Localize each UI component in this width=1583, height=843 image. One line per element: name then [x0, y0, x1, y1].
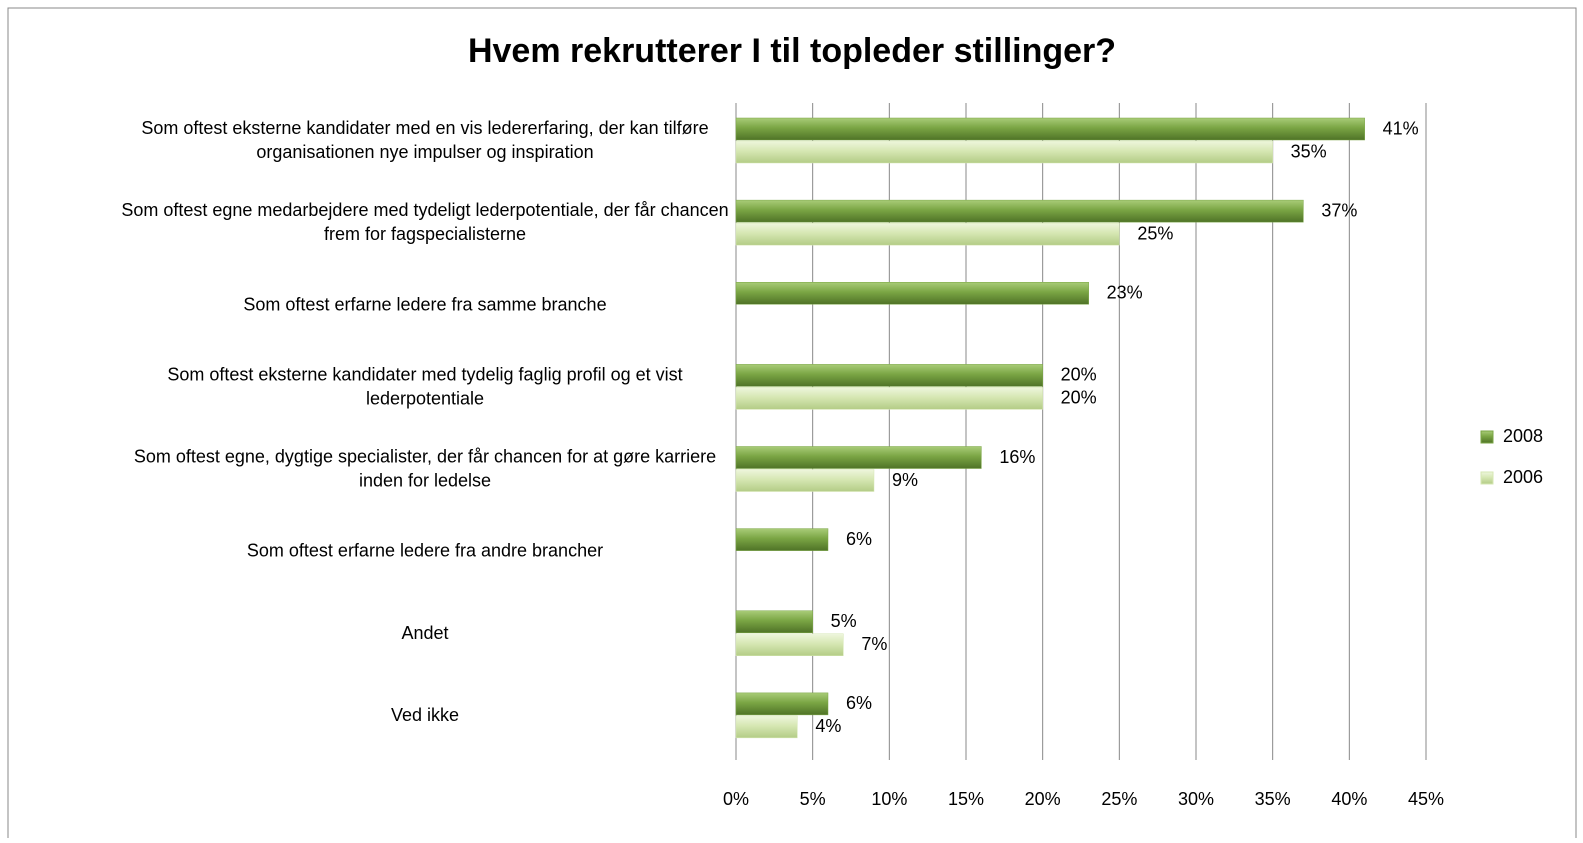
y-tick-label: Ved ikke	[391, 705, 459, 725]
data-label: 20%	[1061, 365, 1097, 385]
data-label: 23%	[1107, 283, 1143, 303]
bar	[735, 715, 798, 739]
bar	[735, 528, 829, 551]
bar	[735, 364, 1043, 387]
bar	[735, 282, 1089, 305]
bar	[735, 469, 875, 492]
x-tick-label: 20%	[1025, 789, 1061, 809]
data-label: 37%	[1321, 200, 1357, 220]
bar	[735, 610, 813, 633]
data-label: 25%	[1137, 223, 1173, 243]
y-tick-label: Som oftest egne, dygtige specialister, d…	[134, 446, 716, 490]
y-tick-label: Som oftest eksterne kandidater med tydel…	[167, 364, 682, 408]
legend-swatch	[1480, 430, 1494, 444]
data-label: 35%	[1291, 141, 1327, 161]
bar	[735, 387, 1043, 410]
x-tick-label: 0%	[723, 789, 749, 809]
y-tick-label: Som oftest erfarne ledere fra samme bran…	[243, 294, 606, 314]
y-tick-label: Andet	[401, 623, 448, 643]
bar	[735, 117, 1365, 141]
data-label: 5%	[831, 611, 857, 631]
y-tick-label: Som oftest egne medarbejdere med tydelig…	[121, 200, 728, 244]
x-tick-label: 35%	[1255, 789, 1291, 809]
bar	[735, 692, 829, 716]
data-label: 7%	[861, 634, 887, 654]
legend-swatch	[1480, 471, 1494, 485]
bar	[735, 199, 1304, 223]
x-tick-label: 30%	[1178, 789, 1214, 809]
bar	[735, 222, 1120, 246]
x-tick-label: 45%	[1408, 789, 1444, 809]
chart-title: Hvem rekrutterer I til topleder stilling…	[468, 32, 1116, 70]
data-label: 16%	[999, 447, 1035, 467]
legend-label: 2008	[1503, 426, 1543, 446]
data-label: 41%	[1383, 118, 1419, 138]
x-tick-label: 40%	[1331, 789, 1367, 809]
bar	[735, 446, 982, 469]
data-label: 9%	[892, 470, 918, 490]
data-label: 6%	[846, 693, 872, 713]
data-label: 20%	[1061, 388, 1097, 408]
bar	[735, 140, 1273, 164]
data-label: 6%	[846, 529, 872, 549]
data-label: 4%	[815, 716, 841, 736]
y-tick-label: Som oftest eksterne kandidater med en vi…	[141, 118, 708, 162]
y-tick-label: Som oftest erfarne ledere fra andre bran…	[247, 540, 603, 560]
x-tick-label: 25%	[1101, 789, 1137, 809]
x-tick-label: 5%	[800, 789, 826, 809]
legend-label: 2006	[1503, 467, 1543, 487]
x-tick-label: 15%	[948, 789, 984, 809]
bar	[735, 633, 844, 656]
x-tick-label: 10%	[871, 789, 907, 809]
